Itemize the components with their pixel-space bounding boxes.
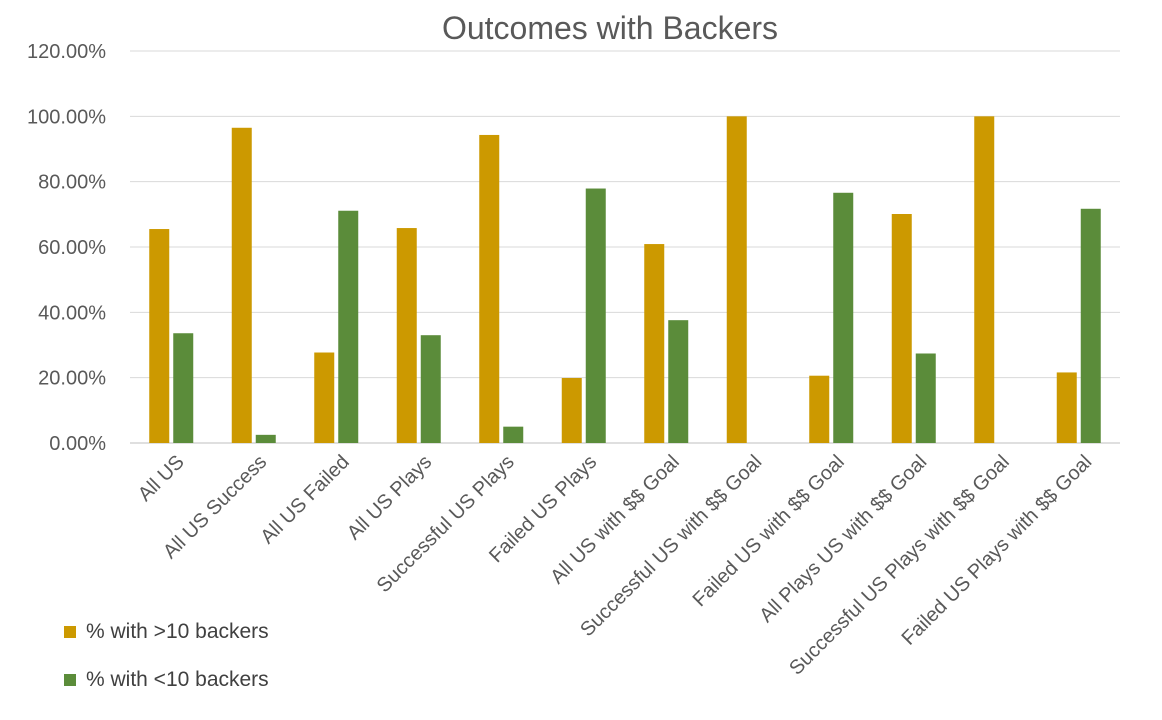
bars	[149, 116, 1101, 444]
bar-over-10-backers	[809, 375, 830, 443]
bar-under-10-backers	[668, 320, 689, 443]
bar-under-10-backers	[1080, 208, 1101, 443]
legend-swatch-under-10	[64, 674, 76, 686]
y-tick-label: 40.00%	[38, 302, 106, 324]
legend-item-over-10: % with >10 backers	[64, 618, 269, 646]
bar-over-10-backers	[561, 377, 582, 443]
x-category-label: Failed US with $$ Goal	[689, 451, 849, 611]
legend: % with >10 backers % with <10 backers	[64, 618, 269, 714]
bar-under-10-backers	[338, 210, 359, 443]
bar-over-10-backers	[396, 228, 417, 443]
y-tick-label: 120.00%	[27, 41, 106, 63]
x-category-label: All Plays US with $$ Goal	[755, 451, 931, 627]
legend-label-over-10: % with >10 backers	[86, 620, 269, 643]
bar-over-10-backers	[644, 244, 665, 443]
chart-title: Outcomes with Backers	[441, 10, 779, 46]
y-tick-label: 100.00%	[27, 106, 106, 128]
bar-over-10-backers	[726, 116, 747, 443]
x-category-label: All US Failed	[256, 451, 353, 548]
gridlines	[130, 50, 1120, 444]
bar-over-10-backers	[974, 116, 995, 443]
bar-under-10-backers	[173, 333, 194, 443]
y-tick-label: 80.00%	[38, 172, 106, 194]
bar-under-10-backers	[420, 335, 441, 443]
bar-over-10-backers	[149, 229, 170, 443]
legend-item-under-10: % with <10 backers	[64, 666, 269, 694]
y-tick-label: 60.00%	[38, 237, 106, 259]
bar-over-10-backers	[314, 352, 335, 443]
legend-label-under-10: % with <10 backers	[86, 668, 269, 691]
bar-under-10-backers	[915, 353, 936, 443]
bar-over-10-backers	[231, 127, 252, 444]
y-tick-label: 0.00%	[49, 433, 106, 455]
y-tick-label: 20.00%	[38, 368, 106, 390]
bar-over-10-backers	[1056, 372, 1077, 443]
bar-over-10-backers	[479, 134, 500, 443]
x-category-label: All US	[134, 451, 189, 506]
bar-under-10-backers	[833, 192, 854, 443]
x-category-label: All US Plays	[343, 451, 436, 544]
x-category-label: Successful US Plays	[373, 451, 519, 597]
bar-under-10-backers	[503, 426, 524, 443]
y-axis: 0.00% 20.00% 40.00% 60.00% 80.00% 100.00% 120.…	[27, 41, 106, 455]
bar-under-10-backers	[585, 188, 606, 443]
bar-under-10-backers	[255, 434, 276, 443]
legend-swatch-over-10	[64, 626, 76, 638]
bar-over-10-backers	[891, 214, 912, 443]
